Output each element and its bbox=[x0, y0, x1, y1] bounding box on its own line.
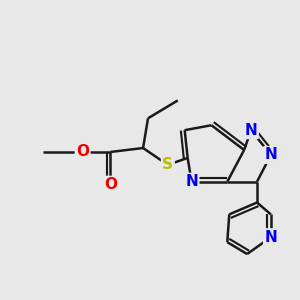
Text: N: N bbox=[265, 230, 277, 245]
Text: N: N bbox=[265, 148, 277, 163]
Text: N: N bbox=[185, 174, 198, 189]
Text: S: S bbox=[162, 158, 173, 172]
Text: O: O bbox=[76, 145, 89, 160]
Text: N: N bbox=[245, 123, 257, 138]
Text: O: O bbox=[104, 177, 117, 192]
